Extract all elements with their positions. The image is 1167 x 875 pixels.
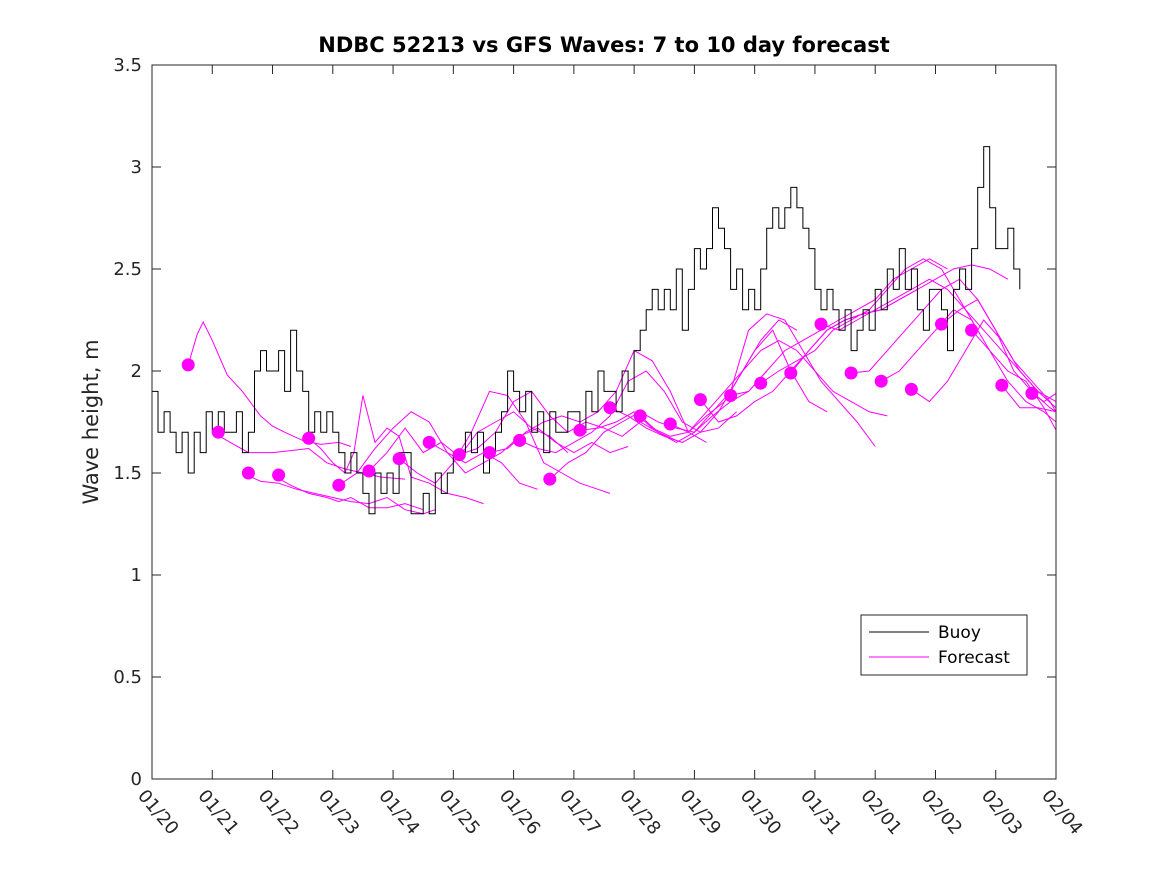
x-tick-label: 01/27 xyxy=(555,786,604,839)
x-tick-label: 02/04 xyxy=(1037,786,1086,839)
x-tick-label: 01/21 xyxy=(193,786,242,839)
y-tick-label: 2.5 xyxy=(113,259,142,280)
forecast-point-25 xyxy=(935,317,948,331)
forecast-point-14 xyxy=(603,401,617,415)
forecast-point-9 xyxy=(452,448,466,462)
x-tick-label: 01/26 xyxy=(495,786,544,839)
forecast-line-23 xyxy=(880,309,1057,423)
y-tick-label: 3 xyxy=(131,157,142,178)
forecast-line-27 xyxy=(1001,384,1057,413)
forecast-point-5 xyxy=(332,478,346,492)
y-tick-label: 0 xyxy=(131,769,142,790)
y-tick-label: 1.5 xyxy=(113,463,142,484)
forecast-point-22 xyxy=(844,366,858,380)
x-tick-label: 01/24 xyxy=(374,786,423,839)
forecast-point-6 xyxy=(362,464,376,478)
x-tick-label: 02/03 xyxy=(977,786,1026,839)
forecast-point-15 xyxy=(633,409,647,423)
x-tick-label: 01/23 xyxy=(314,786,363,839)
forecast-point-0 xyxy=(181,358,195,372)
forecast-point-23 xyxy=(874,374,888,388)
legend-forecast-label: Forecast xyxy=(938,648,1010,668)
forecast-point-7 xyxy=(392,452,406,466)
x-tick-label: 01/20 xyxy=(133,786,182,839)
forecast-point-16 xyxy=(663,417,677,431)
forecast-point-11 xyxy=(513,433,527,447)
forecast-point-24 xyxy=(904,382,918,396)
forecast-line-21 xyxy=(820,278,1057,403)
x-tick-label: 02/01 xyxy=(856,786,905,839)
x-tick-label: 01/25 xyxy=(434,786,483,839)
forecast-point-4 xyxy=(302,431,316,445)
forecast-point-2 xyxy=(241,466,255,480)
forecast-point-28 xyxy=(1025,386,1039,400)
forecast-line-16 xyxy=(670,339,888,433)
forecast-point-26 xyxy=(965,323,979,337)
y-tick-label: 2 xyxy=(131,361,142,382)
forecast-point-13 xyxy=(573,423,587,437)
forecast-point-10 xyxy=(483,446,496,460)
chart-title: NDBC 52213 vs GFS Waves: 7 to 10 day for… xyxy=(318,33,889,57)
forecast-point-19 xyxy=(754,376,768,390)
forecast-point-21 xyxy=(814,317,828,331)
x-tick-label: 01/28 xyxy=(615,786,664,839)
forecast-point-18 xyxy=(724,389,738,402)
x-tick-label: 02/02 xyxy=(917,786,966,839)
buoy-line xyxy=(152,146,1021,515)
forecast-point-20 xyxy=(784,366,798,380)
forecast-point-27 xyxy=(995,378,1009,392)
forecast-point-3 xyxy=(272,468,286,482)
forecast-point-8 xyxy=(422,435,436,449)
series-layer xyxy=(152,146,1057,515)
forecast-line-4 xyxy=(308,395,484,505)
x-tick-label: 01/31 xyxy=(796,786,845,839)
x-tick-label: 01/30 xyxy=(736,786,785,839)
legend-buoy-label: Buoy xyxy=(938,623,981,643)
forecast-line-0 xyxy=(187,320,352,447)
forecast-line-24 xyxy=(911,319,1057,409)
forecast-point-1 xyxy=(211,425,225,439)
forecast-line-25 xyxy=(941,298,1057,413)
y-tick-label: 3.5 xyxy=(113,55,142,76)
axes-frame xyxy=(151,64,1057,780)
x-tick-label: 01/22 xyxy=(254,786,303,839)
y-tick-label: 0.5 xyxy=(113,667,142,688)
y-tick-label: 1 xyxy=(131,565,142,586)
forecast-point-17 xyxy=(693,393,707,407)
legend: Buoy Forecast xyxy=(860,614,1028,676)
legend-box xyxy=(860,614,1028,676)
forecast-line-2 xyxy=(242,472,436,515)
forecast-line-5 xyxy=(338,411,538,490)
forecast-line-15 xyxy=(639,313,876,447)
y-axis-label: Wave height, m xyxy=(79,339,103,504)
forecast-line-8 xyxy=(428,427,629,474)
forecast-point-12 xyxy=(543,472,557,486)
forecast-line-3 xyxy=(272,474,424,511)
forecast-line-26 xyxy=(971,329,1057,431)
x-tick-label: 01/29 xyxy=(676,786,725,839)
